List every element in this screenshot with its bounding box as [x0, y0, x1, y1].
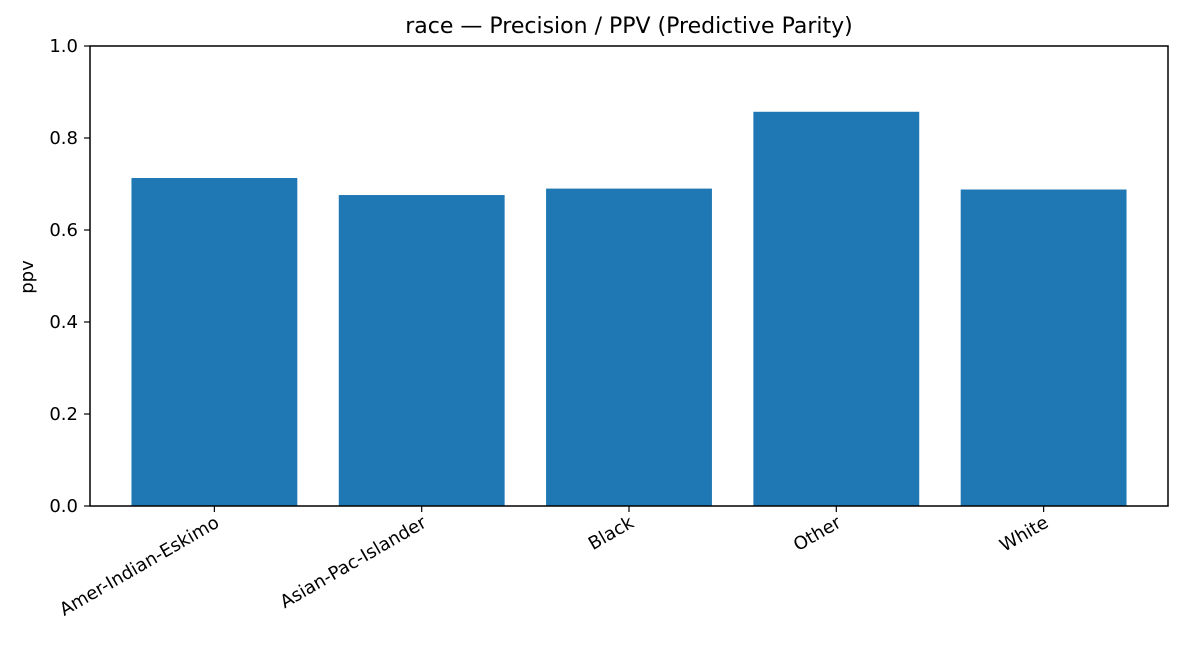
y-tick-label: 0.8 — [49, 128, 78, 149]
y-tick-label: 0.6 — [49, 220, 78, 241]
x-tick-label-other: Other — [790, 512, 845, 556]
y-tick-label: 1.0 — [49, 36, 78, 57]
x-tick-label-white: White — [996, 512, 1052, 556]
bar-amer-indian-eskimo — [131, 178, 298, 506]
y-axis: 0.0 0.2 0.4 0.6 0.8 1.0 — [49, 36, 90, 517]
y-axis-label: ppv — [17, 260, 38, 294]
y-tick-label: 0.4 — [49, 312, 78, 333]
x-tick-label-amer-indian-eskimo: Amer-Indian-Eskimo — [56, 512, 223, 620]
x-tick-label-black: Black — [585, 512, 638, 555]
bar-black — [546, 188, 712, 506]
bar-other — [753, 111, 920, 506]
y-tick-label: 0.0 — [49, 496, 78, 517]
chart-title: race — Precision / PPV (Predictive Parit… — [405, 14, 852, 39]
bars-layer — [131, 111, 1127, 507]
plot-area-frame — [89, 45, 1169, 507]
y-tick-label: 0.2 — [49, 404, 78, 425]
bar-white — [960, 189, 1127, 506]
bar-asian-pac-islander — [338, 195, 505, 507]
x-axis: Amer-Indian-Eskimo Asian-Pac-Islander Blac… — [56, 506, 1052, 621]
x-tick-label-asian-pac-islander: Asian-Pac-Islander — [277, 512, 431, 613]
